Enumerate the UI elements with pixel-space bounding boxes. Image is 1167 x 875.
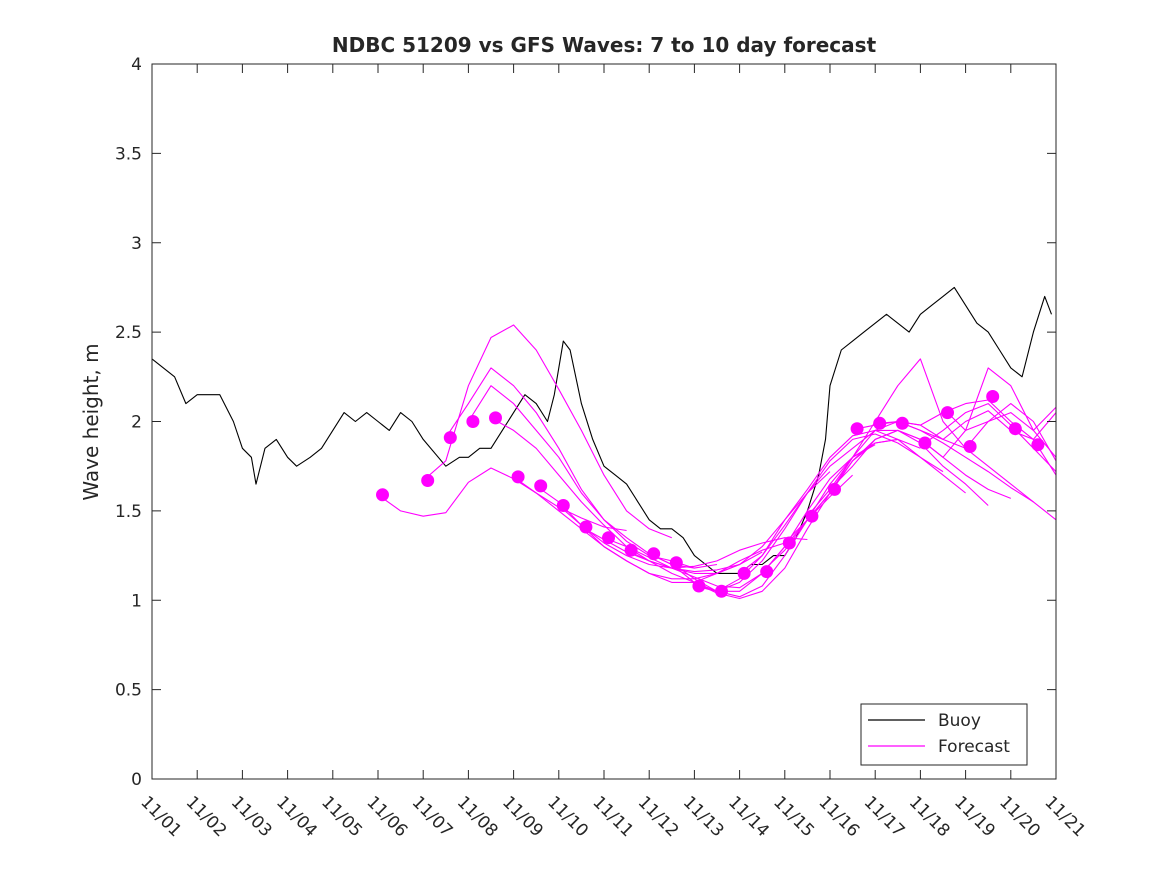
y-tick-label-1: 0: [131, 770, 142, 790]
forecast-marker-1: [376, 488, 389, 502]
y-tick-label-9: 4: [131, 55, 142, 75]
legend-label-forecast: Forecast: [938, 737, 1010, 757]
forecast-line-1: [377, 467, 627, 532]
forecast-marker-3: [443, 431, 457, 445]
forecast-marker-16: [737, 566, 751, 580]
forecast-marker-12: [647, 547, 661, 561]
forecast-marker-21: [850, 422, 864, 436]
forecast-marker-2: [421, 474, 435, 487]
forecast-marker-13: [669, 556, 683, 570]
forecast-marker-23: [895, 416, 909, 430]
forecast-markers: [376, 390, 1045, 598]
chart-title: NDBC 51209 vs GFS Waves: 7 to 10 day for…: [332, 33, 877, 57]
y-tick-label-8: 3.5: [115, 144, 142, 164]
forecast-line-11: [626, 444, 876, 592]
y-axis-label: Wave height, m: [79, 343, 103, 500]
forecast-marker-22: [873, 416, 887, 430]
plot-area: [152, 64, 1056, 779]
forecast-line-19: [806, 358, 1057, 521]
legend: Buoy Forecast: [860, 703, 1028, 766]
forecast-line-15: [716, 429, 966, 592]
legend-box: [860, 703, 1028, 766]
forecast-marker-6: [511, 470, 525, 484]
forecast-line-2: [422, 324, 673, 539]
y-tick-label-6: 2.5: [115, 323, 142, 343]
forecast-line-5: [490, 417, 740, 573]
forecast-marker-26: [963, 440, 977, 453]
forecast-line-20: [829, 367, 1057, 490]
axis-ticks: [151, 63, 1057, 780]
legend-label-buoy: Buoy: [938, 711, 981, 731]
forecast-marker-4: [466, 415, 480, 428]
forecast-marker-25: [941, 406, 954, 420]
forecast-marker-11: [624, 543, 638, 557]
forecast-marker-7: [534, 479, 548, 493]
y-tick-label-4: 1.5: [115, 502, 142, 522]
y-tick-label-3: 1: [131, 591, 142, 611]
forecast-marker-5: [489, 411, 502, 425]
forecast-marker-19: [805, 509, 819, 523]
forecast-line-13: [671, 438, 921, 598]
buoy-line: [151, 286, 1053, 574]
y-tick-label-7: 3: [131, 234, 142, 254]
forecast-marker-10: [602, 531, 615, 545]
y-tick-label-5: 2: [131, 413, 142, 433]
y-tick-label-2: 0.5: [115, 681, 142, 701]
forecast-marker-20: [828, 482, 841, 496]
forecast-marker-18: [782, 536, 796, 550]
forecast-marker-24: [918, 436, 932, 450]
forecast-marker-8: [556, 499, 570, 512]
forecast-marker-14: [692, 579, 706, 593]
forecast-marker-28: [1008, 422, 1022, 436]
buoy-series: [151, 286, 1053, 574]
forecast-marker-27: [986, 390, 1000, 403]
forecast-marker-9: [579, 520, 593, 534]
forecast-line-14: [694, 433, 944, 592]
forecast-line-23: [902, 410, 1057, 476]
forecast-marker-17: [760, 565, 774, 579]
forecast-line-25: [947, 406, 1057, 431]
forecast-line-21: [856, 399, 1057, 440]
forecast-marker-29: [1031, 438, 1045, 452]
forecast-marker-15: [715, 584, 728, 598]
y-axis-tick-labels: 0 0.5 1 1.5 2 2.5 3 3.5 4: [115, 55, 142, 790]
